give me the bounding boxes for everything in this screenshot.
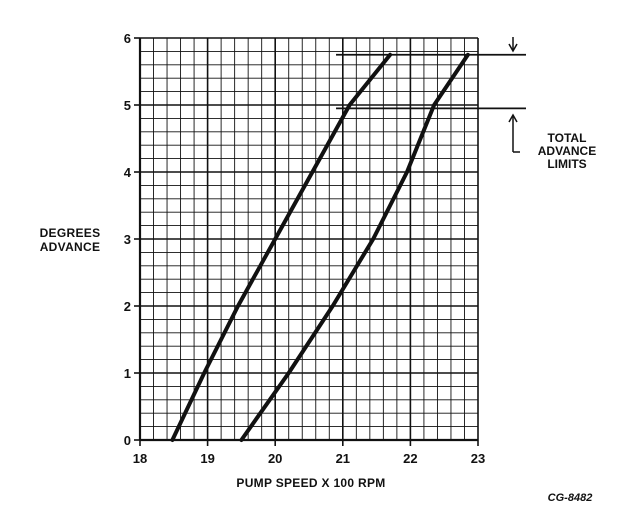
limit-lines	[336, 53, 526, 110]
y-tick-label: 6	[124, 31, 131, 46]
total-advance-limits-annotation: TOTAL ADVANCE LIMITS	[508, 37, 596, 171]
y-axis-label-line-1: DEGREES	[40, 226, 101, 240]
y-tick-label: 4	[124, 165, 132, 180]
x-tick-label: 22	[403, 451, 417, 466]
up-arrow-icon	[508, 113, 518, 123]
y-axis-label-line-2: ADVANCE	[40, 240, 101, 254]
x-tick-label: 19	[200, 451, 214, 466]
annotation-line-1: TOTAL	[548, 131, 587, 145]
annotation-line-3: LIMITS	[547, 157, 586, 171]
y-tick-label: 1	[124, 366, 131, 381]
major-grid	[139, 37, 479, 441]
y-tick-label: 5	[124, 98, 131, 113]
series-line-1	[170, 52, 393, 442]
figure-id: CG-8482	[548, 492, 593, 504]
annotation-line-2: ADVANCE	[538, 144, 596, 158]
y-tick-label: 3	[124, 232, 131, 247]
y-tick-label: 2	[124, 299, 131, 314]
x-tick-label: 21	[336, 451, 350, 466]
y-tick-label: 0	[124, 433, 131, 448]
down-arrow-icon	[508, 43, 518, 53]
x-tick-label: 20	[268, 451, 282, 466]
x-axis-label: PUMP SPEED X 100 RPM	[236, 476, 385, 490]
x-tick-label: 18	[133, 451, 147, 466]
series-line-2	[239, 52, 470, 442]
x-tick-label: 23	[471, 451, 485, 466]
series-group	[170, 52, 470, 442]
